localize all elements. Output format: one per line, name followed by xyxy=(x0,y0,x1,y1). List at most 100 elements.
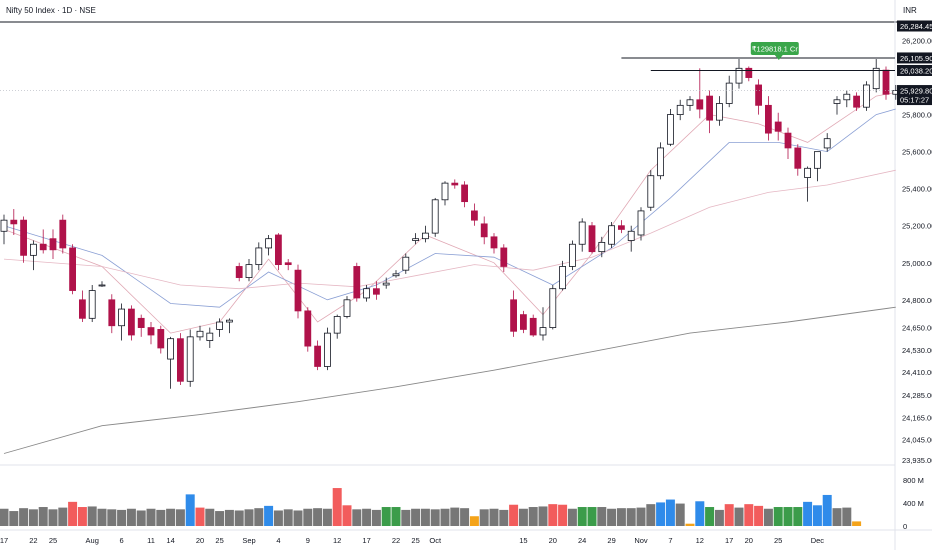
price-tag-top: 26,284.45 xyxy=(897,20,932,32)
price-axis[interactable]: 26,200.00 25,800.00 25,600.00 25,400.00 25,2… xyxy=(902,37,932,465)
volume-bar-46 xyxy=(450,507,460,526)
candle-body xyxy=(843,93,851,101)
candle-50 xyxy=(490,233,498,254)
candle-body xyxy=(814,151,821,169)
candle-body xyxy=(667,114,674,145)
price-tick-label: 25,800.00 xyxy=(902,111,932,120)
candle-body xyxy=(255,247,263,266)
candle-body xyxy=(79,299,86,319)
volume-bar-24 xyxy=(234,510,244,526)
candle-body xyxy=(167,338,175,360)
volume-bar-57 xyxy=(558,504,568,526)
time-tick-label: 24 xyxy=(578,536,586,545)
candle-body xyxy=(588,225,596,253)
price-tick-label: 25,000.00 xyxy=(902,259,932,268)
price-tick-label: 26,200.00 xyxy=(902,37,932,46)
candle-77 xyxy=(755,79,762,115)
candle-body xyxy=(745,67,753,78)
candle-86 xyxy=(843,90,851,108)
volume-bar-48 xyxy=(469,516,479,526)
candle-body xyxy=(186,336,194,382)
price-tick-label: 24,165.00 xyxy=(902,413,932,422)
volume-bar-52 xyxy=(509,504,519,526)
volume-bar-59 xyxy=(577,507,587,526)
volume-bar-9 xyxy=(87,506,97,526)
volume-bar-25 xyxy=(244,509,254,526)
candle-26 xyxy=(255,242,263,271)
volume-bar-40 xyxy=(391,507,401,526)
candle-body xyxy=(823,138,831,149)
volume-bar-44 xyxy=(430,509,440,526)
volume-bar-6 xyxy=(58,507,68,526)
price-tag-bg xyxy=(897,64,932,76)
candle-body xyxy=(647,175,655,208)
candle-74 xyxy=(725,75,733,108)
candle-body xyxy=(549,288,557,328)
candle-52 xyxy=(510,290,518,337)
candle-body xyxy=(716,103,723,121)
candle-13 xyxy=(127,305,135,341)
time-tick-label: 4 xyxy=(276,536,280,545)
price-tag-bg xyxy=(897,52,932,64)
candle-87 xyxy=(853,92,860,111)
candle-body xyxy=(284,262,292,266)
candle-body xyxy=(637,210,645,236)
candle-31 xyxy=(304,307,312,352)
volume-bar-8 xyxy=(77,507,87,526)
candle-body xyxy=(490,236,498,249)
time-tick-label: 14 xyxy=(166,536,174,545)
candle-body xyxy=(216,321,224,330)
volume-bar-33 xyxy=(322,508,332,526)
volume-bar-5 xyxy=(48,509,58,526)
candle-body xyxy=(0,219,8,232)
candle-body xyxy=(431,199,439,234)
candle-38 xyxy=(372,281,380,300)
badge-text: ₹129818.1 Cr xyxy=(752,45,799,54)
price-tag-26038: 26,038.20 xyxy=(897,64,932,76)
time-tick-label: 11 xyxy=(147,536,155,545)
candle-body xyxy=(265,238,273,249)
candle-51 xyxy=(500,244,508,273)
candle-body xyxy=(676,104,684,116)
candle-body xyxy=(598,241,606,253)
candle-60 xyxy=(588,222,596,254)
candle-81 xyxy=(794,144,802,176)
volume-bar-30 xyxy=(293,510,303,526)
candle-71 xyxy=(696,68,704,119)
volume-tick-label: 800 M xyxy=(903,476,924,485)
candle-80 xyxy=(784,127,792,160)
currency-label: INR xyxy=(903,6,917,15)
candle-body xyxy=(98,284,106,287)
volume-bar-15 xyxy=(146,508,156,526)
candle-76 xyxy=(745,66,753,82)
candle-20 xyxy=(196,325,204,341)
volume-bar-76 xyxy=(744,504,754,526)
candle-7 xyxy=(69,244,76,295)
candle-body xyxy=(88,290,96,319)
candle-body xyxy=(451,182,459,186)
volume-bar-3 xyxy=(28,509,38,526)
volume-bar-87 xyxy=(852,521,862,526)
candle-69 xyxy=(676,99,684,121)
candle-body xyxy=(578,221,586,245)
candle-body xyxy=(706,95,713,121)
candle-17 xyxy=(167,336,175,389)
time-tick-label: 17 xyxy=(362,536,370,545)
candle-body xyxy=(774,121,782,132)
price-tick-label: 25,200.00 xyxy=(902,222,932,231)
candle-62 xyxy=(608,222,615,248)
candle-body xyxy=(735,67,743,84)
candle-body xyxy=(608,225,615,245)
volume-bar-78 xyxy=(763,508,773,526)
volume-bar-28 xyxy=(273,510,283,526)
candle-2 xyxy=(20,216,28,263)
time-tick-label: Aug xyxy=(86,536,99,545)
candle-72 xyxy=(706,90,713,134)
candle-body xyxy=(500,247,508,267)
time-axis[interactable]: 17 22 25 Aug 6 11 14 20 25 Sep 4 9 12 17 22 25 Oct 15 20 24… xyxy=(0,536,824,545)
candle-18 xyxy=(176,333,184,385)
candle-body xyxy=(274,234,282,266)
candle-body xyxy=(725,82,733,104)
volume-bar-17 xyxy=(166,508,176,526)
